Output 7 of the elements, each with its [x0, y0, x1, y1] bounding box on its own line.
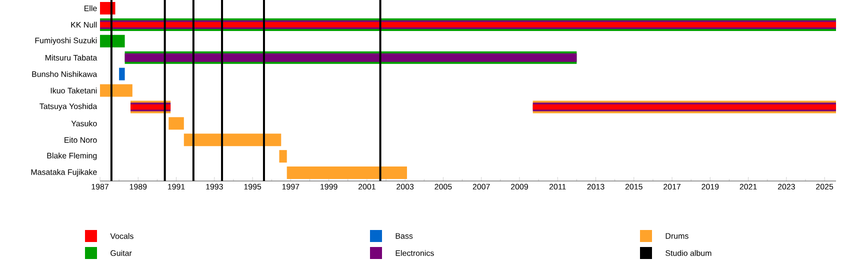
bar — [286, 166, 407, 180]
bar — [168, 117, 184, 130]
bar — [184, 134, 282, 146]
bar — [119, 68, 125, 80]
bar — [100, 34, 125, 48]
bar — [279, 150, 287, 163]
bar — [100, 84, 132, 97]
